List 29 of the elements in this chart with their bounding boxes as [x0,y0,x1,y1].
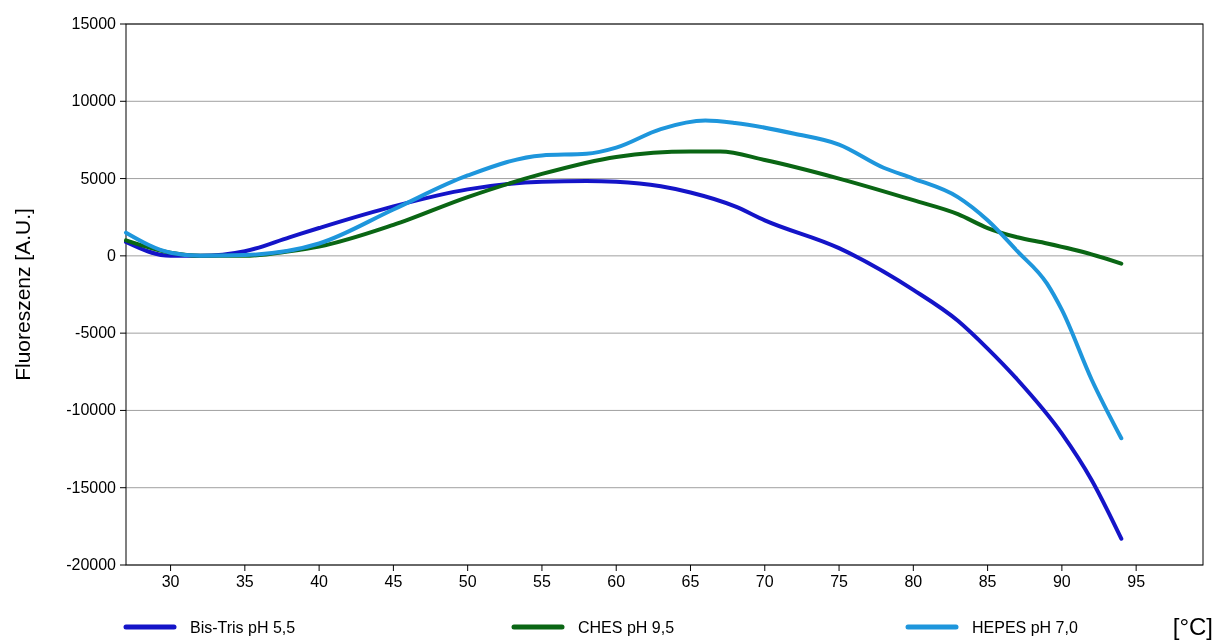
y-tick-label: 0 [107,246,117,264]
legend-label: HEPES pH 7,0 [972,619,1078,636]
x-tick-label: 40 [310,573,329,590]
x-tick-label: 60 [607,573,626,590]
x-tick-label: 95 [1127,573,1146,590]
x-tick-label: 35 [235,573,254,590]
x-tick-label: 30 [161,573,180,590]
x-tick-label: 85 [978,573,997,590]
y-tick-label: -20000 [66,556,117,573]
x-tick-label: 65 [681,573,700,590]
y-tick-label: -10000 [66,401,117,419]
line-series [124,118,1124,441]
line-series [124,178,1124,541]
y-axis-title: Fluoreszenz [A.U.] [11,208,34,381]
legend-label: CHES pH 9,5 [578,619,675,636]
x-tick-label: 75 [830,573,849,590]
x-tick-label: 45 [384,573,403,590]
y-tick-label: 10000 [71,92,117,110]
legend-label: Bis-Tris pH 5,5 [190,619,296,636]
y-tick-label: 5000 [80,169,117,187]
x-tick-label: 80 [904,573,923,590]
x-axis-title: [°C] [1172,613,1213,640]
y-tick-label: -15000 [66,478,117,496]
x-tick-label: 70 [755,573,774,590]
y-tick-label: 15000 [71,15,117,32]
y-tick-label: -5000 [75,324,117,342]
x-tick-label: 50 [458,573,477,590]
x-tick-label: 90 [1052,573,1071,590]
x-tick-label: 55 [533,573,551,590]
